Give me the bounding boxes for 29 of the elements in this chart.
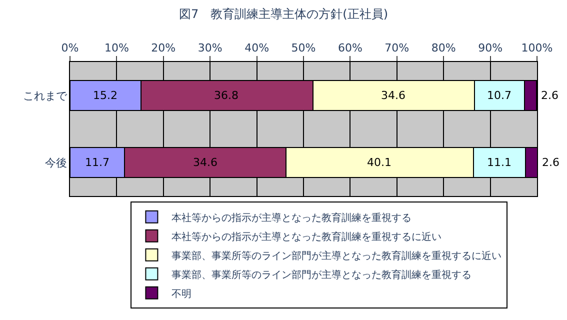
x-tick-label: 50% xyxy=(291,42,316,55)
y-tick-label: これまで xyxy=(22,89,68,102)
legend-label: 不明 xyxy=(172,288,192,300)
x-tick-label: 30% xyxy=(198,42,222,55)
data-label: 10.7 xyxy=(487,89,512,102)
legend-label: 本社等からの指示が主導となった教育訓練を重視する xyxy=(172,212,412,224)
data-label: 34.6 xyxy=(381,89,406,102)
legend-label: 本社等からの指示が主導となった教育訓練を重視するに近い xyxy=(172,230,442,243)
data-label: 15.2 xyxy=(93,89,118,102)
data-label: 2.6 xyxy=(541,89,558,102)
x-tick-label: 40% xyxy=(244,42,270,55)
data-label: 11.7 xyxy=(85,156,110,169)
x-tick-label: 10% xyxy=(104,42,129,55)
x-tick-label: 80% xyxy=(431,42,456,55)
data-label: 36.8 xyxy=(214,89,238,102)
data-label: 40.1 xyxy=(367,156,392,169)
data-label: 2.6 xyxy=(542,156,560,169)
x-tick-label: 20% xyxy=(151,42,176,55)
x-tick-label: 100% xyxy=(521,42,553,55)
data-label: 34.6 xyxy=(193,156,218,169)
data-label: 11.1 xyxy=(487,156,512,169)
chart-title: 図7 教育訓練主導主体の方針(正社員) xyxy=(179,7,388,21)
x-tick-label: 70% xyxy=(384,42,410,55)
x-tick-label: 0% xyxy=(61,42,79,55)
legend-label: 事業部、事業所等のライン部門が主導となった教育訓練を重視するに近い xyxy=(172,250,502,262)
y-tick-label: 今後 xyxy=(44,156,67,170)
legend-label: 事業部、事業所等のライン部門が主導となった教育訓練を重視する xyxy=(172,268,472,281)
x-tick-label: 90% xyxy=(478,42,503,55)
x-tick-label: 60% xyxy=(338,42,362,55)
